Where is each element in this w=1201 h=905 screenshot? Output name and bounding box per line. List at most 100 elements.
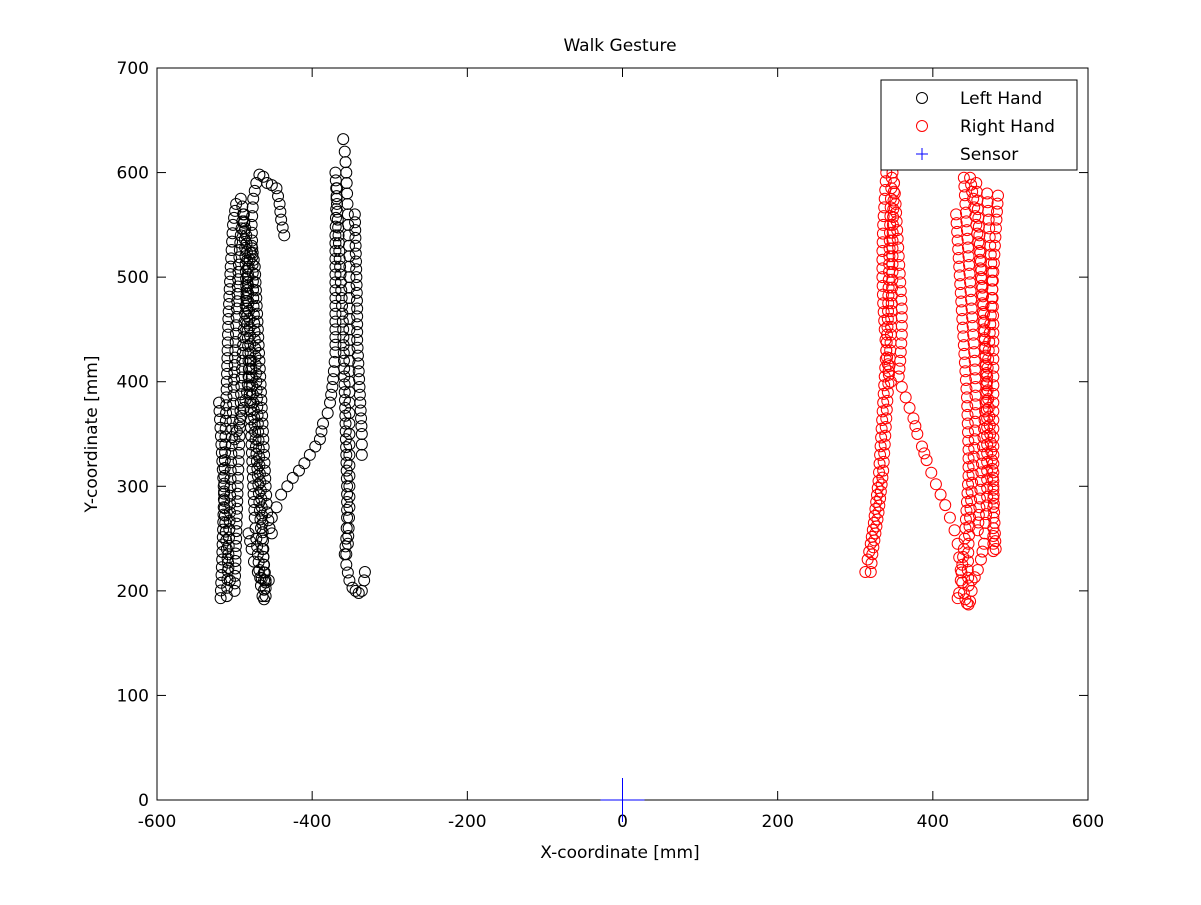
data-point <box>338 378 351 391</box>
data-point <box>220 534 233 547</box>
data-point <box>232 273 245 286</box>
data-point <box>340 464 353 477</box>
series-layer <box>213 133 1005 822</box>
data-point <box>218 487 231 500</box>
data-point <box>980 379 993 392</box>
data-point <box>883 360 896 373</box>
data-point <box>351 318 364 331</box>
data-point <box>251 307 264 320</box>
data-point <box>987 387 1000 400</box>
data-point <box>332 221 345 234</box>
data-point <box>978 414 991 427</box>
data-point <box>985 300 998 313</box>
data-point <box>270 182 283 195</box>
data-point <box>969 415 982 428</box>
data-point <box>915 440 928 453</box>
data-point <box>984 318 997 331</box>
data-point <box>249 367 262 380</box>
y-tick-label: 700 <box>117 59 149 79</box>
data-point <box>245 543 258 556</box>
data-point <box>355 448 368 461</box>
data-point <box>974 483 987 496</box>
data-point <box>225 439 238 452</box>
data-point <box>989 231 1002 244</box>
data-point <box>980 508 993 521</box>
data-point <box>329 237 342 250</box>
data-point <box>975 466 988 479</box>
data-point <box>226 227 239 240</box>
data-point <box>235 371 248 384</box>
data-point <box>333 252 346 265</box>
data-point <box>222 548 235 561</box>
data-point <box>339 425 352 438</box>
data-point <box>350 294 363 307</box>
data-point <box>968 346 981 359</box>
data-point <box>355 438 368 451</box>
data-point <box>232 265 245 278</box>
data-point <box>246 246 259 259</box>
legend-marker <box>916 120 928 132</box>
data-point <box>222 539 235 552</box>
data-point <box>224 481 237 494</box>
data-point <box>252 331 265 344</box>
data-point <box>217 523 230 536</box>
data-point <box>981 482 994 495</box>
data-point <box>876 253 889 266</box>
data-point <box>885 312 898 325</box>
data-point <box>965 293 978 306</box>
data-point <box>250 299 263 312</box>
data-point <box>882 273 895 286</box>
data-point <box>220 407 233 420</box>
data-point <box>341 495 354 508</box>
data-point <box>955 295 968 308</box>
data-point <box>252 487 265 500</box>
data-point <box>987 257 1000 270</box>
data-point <box>229 540 242 553</box>
data-point <box>227 397 240 410</box>
data-point <box>251 566 264 579</box>
data-point <box>228 584 241 597</box>
data-point <box>231 480 244 493</box>
data-point <box>353 380 366 393</box>
data-point <box>331 213 344 226</box>
data-point <box>222 556 235 569</box>
data-point <box>232 446 245 459</box>
data-point <box>973 238 986 251</box>
data-point <box>352 586 365 599</box>
data-point <box>226 235 239 248</box>
data-point <box>977 431 990 444</box>
data-point <box>350 263 363 276</box>
data-point <box>960 504 973 517</box>
data-point <box>982 353 995 366</box>
data-point <box>988 248 1001 261</box>
data-point <box>987 483 1000 496</box>
data-point <box>253 346 266 359</box>
data-point <box>983 335 996 348</box>
data-point <box>981 361 994 374</box>
data-point <box>876 227 889 240</box>
data-point <box>349 231 362 244</box>
data-point <box>250 455 263 468</box>
data-point <box>338 394 351 407</box>
legend-item-left-hand: Left Hand <box>916 89 1042 109</box>
data-point <box>249 268 262 281</box>
data-point <box>340 472 353 485</box>
data-point <box>962 426 975 439</box>
data-point <box>222 531 235 544</box>
data-point <box>963 267 976 280</box>
data-point <box>221 360 234 373</box>
data-point <box>962 461 975 474</box>
data-point <box>966 311 979 324</box>
data-point <box>954 278 967 291</box>
data-point <box>982 344 995 357</box>
data-point <box>253 504 266 517</box>
data-point <box>874 492 887 505</box>
data-point <box>248 260 261 273</box>
data-point <box>351 341 364 354</box>
data-point <box>259 590 272 603</box>
x-tick-label: 400 <box>917 812 949 832</box>
data-point <box>971 524 984 537</box>
data-point <box>962 443 975 456</box>
x-tick-label: -600 <box>138 812 177 832</box>
data-point <box>338 548 351 561</box>
